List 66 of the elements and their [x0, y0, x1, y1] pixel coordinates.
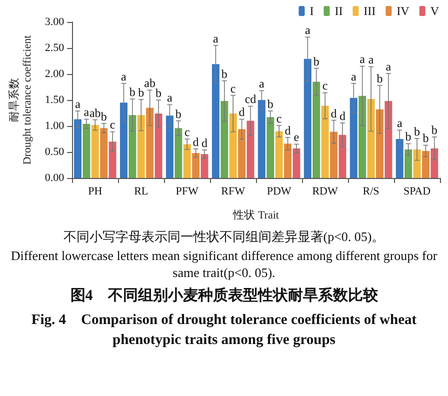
data-label: a [167, 90, 174, 105]
y-tick-label: 1.00 [44, 120, 65, 132]
data-label: a [121, 69, 128, 84]
x-tick-label: RDW [312, 186, 338, 198]
legend-label: III [364, 4, 376, 18]
legend-label: I [310, 4, 314, 18]
data-label: b [405, 130, 412, 144]
legend-label: IV [396, 4, 410, 18]
data-label: c [230, 81, 236, 96]
data-label: a [350, 69, 357, 84]
data-label: d [284, 123, 291, 138]
data-label: b [175, 106, 182, 121]
data-label: a [213, 31, 220, 46]
data-label: ab [144, 76, 156, 90]
x-axis-title: 性状 Trait [232, 210, 279, 222]
data-label: b [376, 71, 383, 86]
data-label: d [339, 108, 346, 123]
y-tick-label: 2.50 [44, 42, 65, 54]
x-tick-label: RL [134, 186, 148, 198]
data-label: b [313, 54, 320, 68]
data-label: c [322, 78, 328, 93]
y-tick-label: 0.50 [44, 146, 65, 158]
data-label: d [192, 134, 199, 149]
x-tick-label: R/S [362, 186, 380, 198]
text: 图4 不同组别小麦种质表型性状耐旱系数比较 [69, 287, 379, 306]
data-label: a [386, 59, 392, 74]
y-tick-label: 1.50 [44, 94, 65, 106]
data-label: a [259, 76, 265, 91]
data-label: b [431, 122, 438, 137]
x-tick-label: RFW [221, 186, 246, 198]
data-label: a [84, 105, 90, 120]
data-label: d [330, 106, 337, 120]
data-label: d [238, 105, 245, 120]
data-label: b [414, 124, 420, 138]
data-label: cd [244, 92, 256, 106]
data-label: d [202, 136, 208, 150]
data-label: b [129, 84, 136, 99]
data-label: ab [89, 106, 101, 120]
data-label: a [304, 23, 311, 38]
x-tick-label: PDW [266, 186, 292, 198]
x-tick-label: PFW [176, 186, 200, 198]
text: Different lowercase letters mean significant difference among different groups for same trait(p<0. 05). [10, 247, 438, 281]
legend-label: V [430, 4, 440, 18]
text: 不同小写字母表示同一性状不同组间差异显著(p<0. 05)。 [62, 228, 386, 245]
legend-label: II [334, 4, 343, 18]
data-label: c [110, 118, 116, 132]
data-label: e [294, 130, 300, 144]
y-axis-title: 耐旱系数 Drought tolerance coefficient [8, 35, 34, 165]
data-label: b [267, 96, 274, 111]
data-label: a [368, 52, 374, 67]
text: Fig. 4 Comparison of drought tolerance coefficients of wheat phenotypic traits among five groups [30, 311, 418, 350]
y-tick-label: 0.00 [44, 172, 65, 184]
y-tick-label: 3.00 [44, 16, 65, 28]
data-label: c [184, 125, 190, 139]
x-tick-label: PH [88, 186, 102, 198]
data-label: b [156, 86, 162, 100]
data-label: a [396, 116, 403, 130]
data-label: b [138, 85, 144, 100]
y-tick-label: 2.00 [44, 68, 65, 80]
data-label: b [422, 131, 429, 146]
data-label: b [221, 66, 228, 81]
data-label: a [360, 52, 366, 66]
data-label: a [75, 96, 82, 111]
data-label: c [276, 111, 282, 126]
x-tick-label: SPAD [403, 186, 431, 198]
data-label: b [100, 109, 107, 124]
